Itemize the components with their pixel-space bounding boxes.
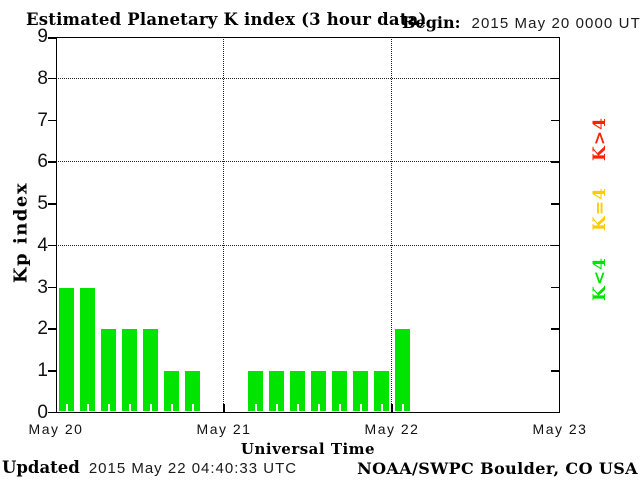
kp-bar (101, 329, 116, 412)
credit-text: NOAA/SWPC Boulder, CO USA (357, 459, 638, 478)
y-tick-right (550, 244, 559, 247)
y-axis-title: Kp index (10, 181, 32, 284)
gridline-y-8 (57, 77, 559, 79)
day-boundary-line (223, 38, 225, 412)
y-tick-left (48, 328, 56, 330)
bar-notch (191, 403, 194, 412)
kp-bar (248, 371, 263, 412)
x-tick-label: May 20 (28, 421, 84, 437)
y-tick-right (550, 161, 559, 163)
bar-notch (254, 403, 257, 412)
x-tick-label: May 21 (196, 421, 252, 437)
kp-bar (353, 371, 368, 412)
gridline-y-6 (57, 161, 559, 163)
y-tick-label-5: 5 (37, 193, 48, 215)
kp-bar (185, 371, 200, 412)
y-tick-label-3: 3 (37, 276, 48, 298)
bar-notch (317, 403, 320, 412)
y-tick-left (48, 203, 56, 205)
bar-notch (107, 403, 110, 412)
kp-bar (311, 371, 326, 412)
bar-notch (359, 403, 362, 412)
y-tick-left (48, 77, 56, 80)
kp-bar (80, 287, 95, 412)
bar-notch (275, 403, 278, 412)
x-tick-label: May 23 (532, 421, 588, 437)
bar-notch (86, 403, 89, 412)
y-tick-left (48, 411, 56, 413)
bar-notch (401, 403, 404, 412)
kp-bar (290, 371, 305, 412)
bar-notch (65, 403, 68, 412)
y-tick-label-7: 7 (37, 109, 48, 131)
kp-bar (59, 287, 74, 412)
day-boundary-line (391, 38, 393, 412)
y-tick-label-9: 9 (37, 26, 48, 47)
updated-value: 2015 May 22 04:40:33 UTC (88, 460, 298, 477)
y-tick-right (550, 203, 559, 205)
kp-bar (143, 329, 158, 412)
y-tick-right (550, 328, 559, 330)
kp-bar (332, 371, 347, 412)
x-tick-label: May 22 (364, 421, 420, 437)
y-tick-right (550, 119, 559, 122)
y-tick-right (550, 77, 559, 80)
kp-bar (164, 371, 179, 412)
legend-k-lt-4: K<4 (590, 257, 610, 301)
bar-notch (170, 403, 173, 412)
x-major-tick (391, 403, 393, 412)
y-tick-right (550, 370, 559, 372)
y-tick-label-6: 6 (37, 151, 48, 173)
y-tick-left (48, 37, 56, 39)
y-tick-left (48, 119, 56, 122)
kp-bar (269, 371, 284, 412)
plot-area (56, 37, 560, 413)
kp-bar (395, 329, 410, 412)
chart-title: Estimated Planetary K index (3 hour data… (26, 10, 427, 29)
bar-notch (296, 403, 299, 412)
y-tick-label-2: 2 (37, 318, 48, 340)
bar-notch (380, 403, 383, 412)
y-tick-label-0: 0 (37, 402, 48, 423)
begin-value: 2015 May 20 0000 UTC (471, 15, 640, 32)
y-tick-label-8: 8 (37, 67, 48, 89)
y-tick-right (550, 286, 559, 289)
kp-bar (374, 371, 389, 412)
x-major-tick (223, 403, 225, 412)
y-tick-left (48, 244, 56, 247)
gridline-y-4 (57, 244, 559, 246)
y-tick-label-1: 1 (37, 360, 48, 382)
x-axis-title: Universal Time (240, 440, 376, 458)
y-tick-left (48, 370, 56, 372)
kp-bar (122, 329, 137, 412)
y-tick-left (48, 161, 56, 163)
begin-label: Begin: (402, 13, 461, 32)
y-tick-label-4: 4 (37, 234, 48, 256)
begin-row: Begin: 2015 May 20 0000 UTC (402, 13, 640, 32)
y-tick-left (48, 286, 56, 289)
bar-notch (338, 403, 341, 412)
bar-notch (128, 403, 131, 412)
bar-notch (149, 403, 152, 412)
updated-timestamp: Updated 2015 May 22 04:40:33 UTC (2, 458, 297, 477)
updated-label: Updated (2, 458, 80, 477)
